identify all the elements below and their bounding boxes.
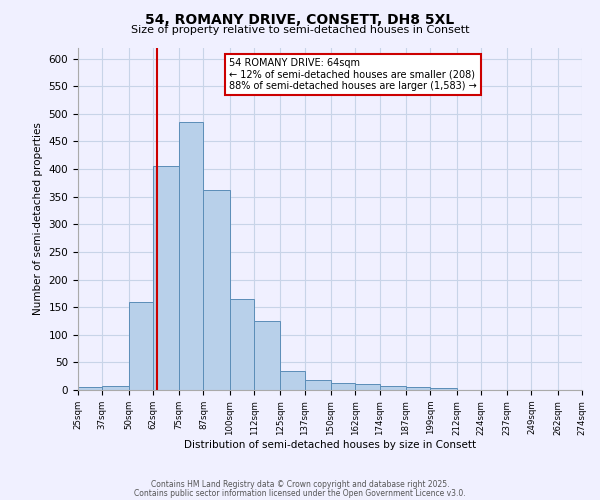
Y-axis label: Number of semi-detached properties: Number of semi-detached properties bbox=[33, 122, 43, 315]
Text: Size of property relative to semi-detached houses in Consett: Size of property relative to semi-detach… bbox=[131, 25, 469, 35]
Bar bbox=[179, 122, 203, 390]
Bar bbox=[380, 386, 406, 390]
Text: 54, ROMANY DRIVE, CONSETT, DH8 5XL: 54, ROMANY DRIVE, CONSETT, DH8 5XL bbox=[145, 12, 455, 26]
X-axis label: Distribution of semi-detached houses by size in Consett: Distribution of semi-detached houses by … bbox=[184, 440, 476, 450]
Bar bbox=[355, 384, 380, 390]
Bar bbox=[102, 386, 128, 390]
Text: Contains HM Land Registry data © Crown copyright and database right 2025.: Contains HM Land Registry data © Crown c… bbox=[151, 480, 449, 489]
Bar bbox=[280, 370, 305, 390]
Bar bbox=[78, 387, 102, 390]
Bar bbox=[430, 388, 457, 390]
Bar bbox=[305, 380, 331, 390]
Bar bbox=[254, 321, 280, 390]
Bar bbox=[153, 166, 179, 390]
Bar bbox=[230, 299, 254, 390]
Bar bbox=[406, 387, 430, 390]
Text: Contains public sector information licensed under the Open Government Licence v3: Contains public sector information licen… bbox=[134, 488, 466, 498]
Bar bbox=[331, 383, 355, 390]
Bar bbox=[128, 302, 153, 390]
Bar bbox=[203, 190, 230, 390]
Text: 54 ROMANY DRIVE: 64sqm
← 12% of semi-detached houses are smaller (208)
88% of se: 54 ROMANY DRIVE: 64sqm ← 12% of semi-det… bbox=[229, 58, 477, 91]
